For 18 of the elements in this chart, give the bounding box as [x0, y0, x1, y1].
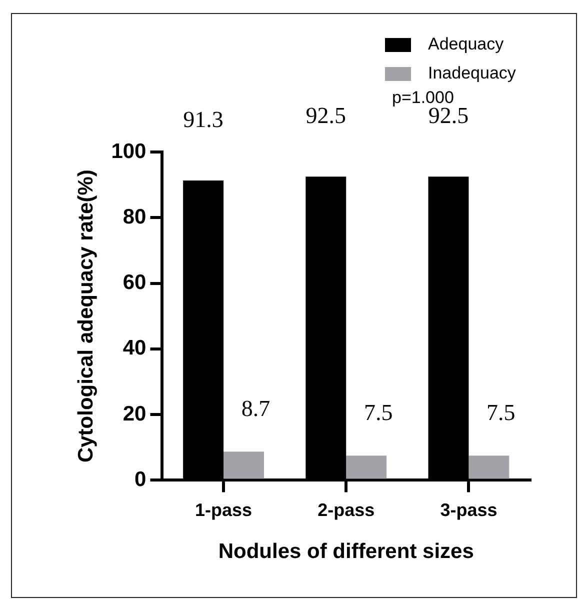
data-label: 8.7: [241, 396, 270, 422]
legend-label: Adequacy: [428, 34, 504, 54]
y-tick-label: 20: [122, 402, 146, 426]
data-label: 92.5: [306, 103, 346, 128]
data-label: 91.3: [183, 107, 224, 132]
y-tick-label: 40: [122, 336, 146, 360]
y-tick-label: 0: [134, 468, 146, 491]
legend-label: Inadequacy: [428, 64, 516, 83]
x-tick-label: 3-pass: [440, 500, 498, 520]
data-label: 7.5: [486, 400, 516, 426]
x-tick-label: 1-pass: [195, 500, 252, 520]
x-axis-title: Nodules of different sizes: [218, 540, 474, 564]
y-tick-label: 100: [111, 140, 146, 163]
x-tick-label: 2-pass: [318, 500, 375, 520]
y-tick-label: 80: [122, 205, 146, 228]
data-label: 7.5: [364, 400, 393, 426]
y-tick-label: 60: [122, 271, 146, 294]
y-axis-title: Cytological adequacy rate(%): [74, 170, 98, 463]
